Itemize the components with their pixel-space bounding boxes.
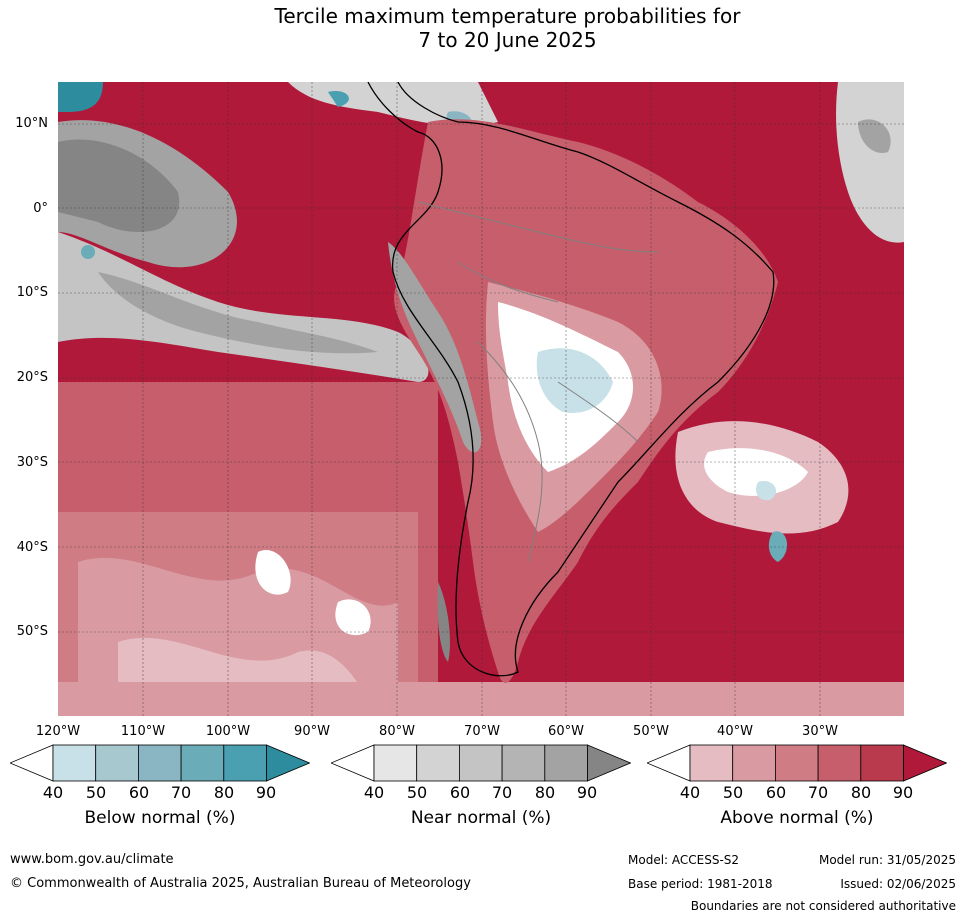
- colorbar-segment: [373, 744, 418, 782]
- lon-label-40w: 40°W: [717, 724, 753, 739]
- cb0-tick-50: 50: [85, 783, 107, 802]
- below-normal-caribbean: [328, 90, 349, 107]
- cb1-tick-60: 60: [449, 783, 471, 802]
- cb1-tick-50: 50: [406, 783, 428, 802]
- atlantic-white-patch: [704, 448, 808, 496]
- footer-disclaimer: Boundaries are not considered authoritat…: [690, 899, 956, 913]
- colorbar-segment: [544, 744, 588, 782]
- lat-label-50s: 50°S: [16, 624, 48, 639]
- cb2-tick-50: 50: [722, 783, 744, 802]
- cb0-tick-90: 90: [255, 783, 277, 802]
- colorbar-segment: [95, 744, 139, 782]
- lat-label-20s: 20°S: [16, 370, 48, 385]
- cb2-tick-40: 40: [679, 783, 701, 802]
- colorbar-below-normal: [10, 744, 310, 782]
- cb1-tick-40: 40: [363, 783, 385, 802]
- below-normal-patch: [81, 245, 95, 259]
- colorbar-segment: [689, 744, 734, 782]
- colorbar-segment: [52, 744, 97, 782]
- coastline: [367, 82, 775, 677]
- near-normal-north-atlantic-dark: [858, 119, 891, 153]
- near-normal-patagonia: [437, 582, 450, 662]
- colorbar-segment: [817, 744, 862, 782]
- near-normal-pacific-band-dark: [98, 272, 378, 354]
- lat-label-0: 0°: [33, 201, 48, 216]
- lon-label-30w: 30°W: [802, 724, 838, 739]
- atlantic-below-normal-2: [768, 531, 788, 562]
- cb2-tick-70: 70: [807, 783, 829, 802]
- colorbar-segment: [180, 744, 225, 782]
- colorbar-segment: [416, 744, 460, 782]
- title-line-1: Tercile maximum temperature probabilitie…: [274, 4, 741, 28]
- colorbar-extend-high: [587, 744, 631, 782]
- footer-base-period: Base period: 1981-2018: [628, 877, 773, 891]
- cb1-tick-90: 90: [576, 783, 598, 802]
- footer-website: www.bom.gov.au/climate: [10, 852, 174, 867]
- colorbar-near-normal: [331, 744, 631, 782]
- footer-model: Model: ACCESS-S2: [628, 853, 740, 867]
- region-far-south: [58, 682, 904, 716]
- map-title: Tercile maximum temperature probabilitie…: [0, 4, 965, 52]
- lat-label-10s: 10°S: [16, 285, 48, 300]
- lon-label-100w: 100°W: [205, 724, 251, 739]
- colorbar-segment: [774, 744, 819, 782]
- colorbar-segment: [223, 744, 267, 782]
- lon-label-110w: 110°W: [120, 724, 166, 739]
- cb2-tick-60: 60: [765, 783, 787, 802]
- lat-label-40s: 40°S: [16, 540, 48, 555]
- colorbar-title-above: Above normal (%): [720, 808, 874, 828]
- white-patch-1: [255, 550, 291, 595]
- colorbar-extend-high: [266, 744, 310, 782]
- title-line-2: 7 to 20 June 2025: [418, 28, 597, 52]
- colorbar-segment: [860, 744, 904, 782]
- cb0-tick-70: 70: [170, 783, 192, 802]
- colorbar-segment: [732, 744, 776, 782]
- near-normal-pacific-dark: [58, 139, 180, 232]
- cb1-tick-80: 80: [534, 783, 556, 802]
- lat-label-10n: 10°N: [15, 116, 48, 131]
- probability-map: [58, 82, 904, 716]
- cb1-tick-70: 70: [491, 783, 513, 802]
- lon-label-70w: 70°W: [464, 724, 500, 739]
- lon-label-80w: 80°W: [379, 724, 415, 739]
- colorbar-title-near: Near normal (%): [410, 808, 552, 828]
- colorbar-extend-low: [10, 744, 54, 782]
- cb0-tick-40: 40: [42, 783, 64, 802]
- colorbar-above-normal: [647, 744, 947, 782]
- white-patch-2: [335, 599, 371, 636]
- footer-copyright: © Commonwealth of Australia 2025, Austra…: [10, 876, 471, 891]
- colorbar-extend-high: [903, 744, 947, 782]
- colorbar-title-below: Below normal (%): [84, 808, 236, 828]
- below-normal-interior: [536, 348, 613, 413]
- country-borders: [417, 201, 659, 563]
- colorbar-segment: [458, 744, 503, 782]
- cb2-tick-90: 90: [892, 783, 914, 802]
- lon-label-120w: 120°W: [35, 724, 81, 739]
- footer-issued: Issued: 02/06/2025: [840, 877, 956, 891]
- near-normal-north-atlantic: [836, 82, 904, 243]
- lon-label-50w: 50°W: [633, 724, 669, 739]
- below-normal-top-left: [58, 82, 103, 112]
- lon-label-90w: 90°W: [294, 724, 330, 739]
- lat-label-30s: 30°S: [16, 455, 48, 470]
- near-normal-andes: [388, 242, 482, 453]
- colorbar-extend-low: [331, 744, 375, 782]
- cb0-tick-60: 60: [128, 783, 150, 802]
- colorbar-segment: [501, 744, 546, 782]
- lon-label-60w: 60°W: [548, 724, 584, 739]
- atlantic-below-normal: [756, 481, 777, 501]
- colorbar-extend-low: [647, 744, 691, 782]
- colorbar-segment: [137, 744, 182, 782]
- cb0-tick-80: 80: [213, 783, 235, 802]
- cb2-tick-80: 80: [850, 783, 872, 802]
- footer-model-run: Model run: 31/05/2025: [818, 853, 956, 867]
